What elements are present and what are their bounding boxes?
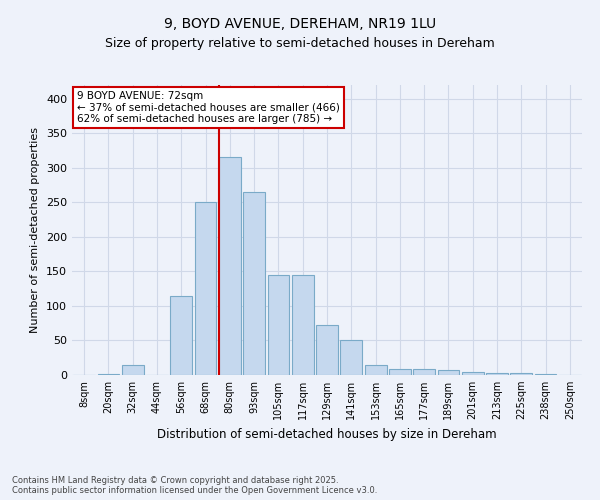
Text: 9, BOYD AVENUE, DEREHAM, NR19 1LU: 9, BOYD AVENUE, DEREHAM, NR19 1LU xyxy=(164,18,436,32)
Bar xyxy=(340,340,362,375)
Bar xyxy=(365,364,386,375)
Text: Size of property relative to semi-detached houses in Dereham: Size of property relative to semi-detach… xyxy=(105,38,495,51)
Bar xyxy=(511,373,532,375)
Bar xyxy=(268,275,289,375)
Bar xyxy=(219,158,241,375)
Bar xyxy=(389,370,411,375)
Bar xyxy=(97,374,119,375)
Bar xyxy=(292,275,314,375)
Y-axis label: Number of semi-detached properties: Number of semi-detached properties xyxy=(31,127,40,333)
Bar xyxy=(486,373,508,375)
Text: 9 BOYD AVENUE: 72sqm
← 37% of semi-detached houses are smaller (466)
62% of semi: 9 BOYD AVENUE: 72sqm ← 37% of semi-detac… xyxy=(77,91,340,124)
Bar xyxy=(413,370,435,375)
Bar xyxy=(437,370,460,375)
Bar xyxy=(316,326,338,375)
Bar xyxy=(170,296,192,375)
Bar xyxy=(535,374,556,375)
Bar xyxy=(122,366,143,375)
Text: Contains HM Land Registry data © Crown copyright and database right 2025.
Contai: Contains HM Land Registry data © Crown c… xyxy=(12,476,377,495)
Bar xyxy=(194,202,217,375)
Bar xyxy=(243,192,265,375)
Bar xyxy=(462,372,484,375)
X-axis label: Distribution of semi-detached houses by size in Dereham: Distribution of semi-detached houses by … xyxy=(157,428,497,440)
